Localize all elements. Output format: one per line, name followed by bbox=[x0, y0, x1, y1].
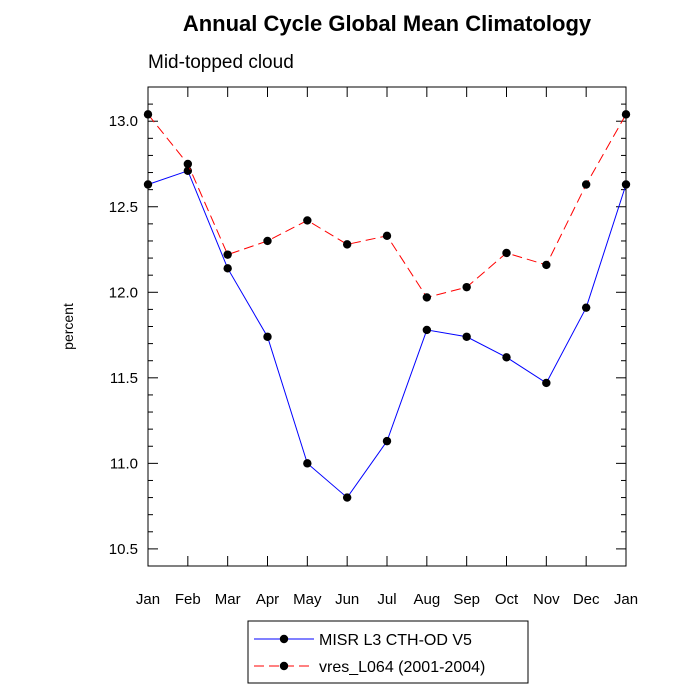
data-point bbox=[303, 459, 312, 468]
y-tick-label: 12.5 bbox=[109, 199, 138, 216]
data-point bbox=[183, 159, 193, 169]
data-point bbox=[342, 240, 352, 249]
data-point bbox=[621, 180, 631, 189]
data-point bbox=[422, 325, 432, 335]
x-tick-label: Sep bbox=[453, 591, 480, 608]
y-tick-label: 11.0 bbox=[110, 455, 138, 472]
legend-marker bbox=[279, 634, 289, 644]
data-point bbox=[382, 436, 392, 446]
y-tick-label: 11.5 bbox=[110, 370, 138, 387]
x-tick-label: Oct bbox=[495, 591, 519, 608]
y-tick-label: 13.0 bbox=[109, 113, 138, 130]
data-point bbox=[143, 180, 153, 189]
data-point bbox=[223, 250, 232, 259]
legend-box bbox=[247, 620, 529, 684]
data-point bbox=[502, 353, 511, 362]
data-point bbox=[581, 180, 591, 189]
series-line bbox=[147, 114, 627, 298]
x-tick-label: May bbox=[293, 591, 322, 608]
y-tick-label: 10.5 bbox=[109, 541, 138, 558]
series-line bbox=[147, 170, 627, 499]
series-layer bbox=[143, 110, 631, 502]
data-point bbox=[462, 282, 471, 292]
x-tick-label: Jan bbox=[614, 591, 638, 608]
legend: MISR L3 CTH-OD V5 vres_L064 (2001-2004) bbox=[247, 620, 529, 684]
series-1 bbox=[143, 166, 631, 502]
y-tick-label: 12.0 bbox=[109, 284, 138, 301]
data-point bbox=[581, 303, 591, 312]
x-tick-label: Nov bbox=[533, 591, 560, 608]
data-point bbox=[542, 260, 551, 270]
data-point bbox=[263, 332, 272, 341]
x-tick-label: Jul bbox=[377, 591, 396, 608]
legend-label: vres_L064 (2001-2004) bbox=[319, 659, 485, 676]
data-point bbox=[502, 248, 511, 258]
series-2 bbox=[143, 110, 631, 302]
legend-item: vres_L064 (2001-2004) bbox=[254, 659, 485, 676]
x-tick-label: Aug bbox=[413, 591, 440, 608]
axis-ticks: 10.5 11.0 11.5 12.0 12.5 13.0 Jan Feb Mar Apr May J… bbox=[109, 87, 638, 608]
chart-title: Annual Cycle Global Mean Climatology bbox=[183, 11, 592, 36]
data-point bbox=[621, 110, 631, 119]
x-tick-label: Jan bbox=[136, 591, 160, 608]
x-tick-label: Apr bbox=[256, 591, 279, 608]
data-point bbox=[143, 110, 153, 119]
chart-subtitle: Mid-topped cloud bbox=[148, 52, 294, 73]
x-tick-label: Jun bbox=[335, 591, 359, 608]
y-axis-label: percent bbox=[60, 303, 76, 350]
legend-label: MISR L3 CTH-OD V5 bbox=[319, 632, 472, 649]
data-point bbox=[223, 264, 232, 273]
legend-item: MISR L3 CTH-OD V5 bbox=[254, 632, 472, 649]
data-point bbox=[382, 231, 392, 241]
legend-marker bbox=[279, 661, 289, 671]
data-point bbox=[422, 293, 432, 302]
x-tick-label: Mar bbox=[215, 591, 241, 608]
data-point bbox=[263, 236, 272, 246]
plot-frame bbox=[147, 86, 627, 567]
data-point bbox=[542, 378, 551, 388]
data-point bbox=[342, 493, 352, 502]
x-tick-label: Dec bbox=[573, 591, 600, 608]
x-tick-label: Feb bbox=[175, 591, 201, 608]
data-point bbox=[303, 216, 312, 225]
data-point bbox=[462, 332, 471, 341]
